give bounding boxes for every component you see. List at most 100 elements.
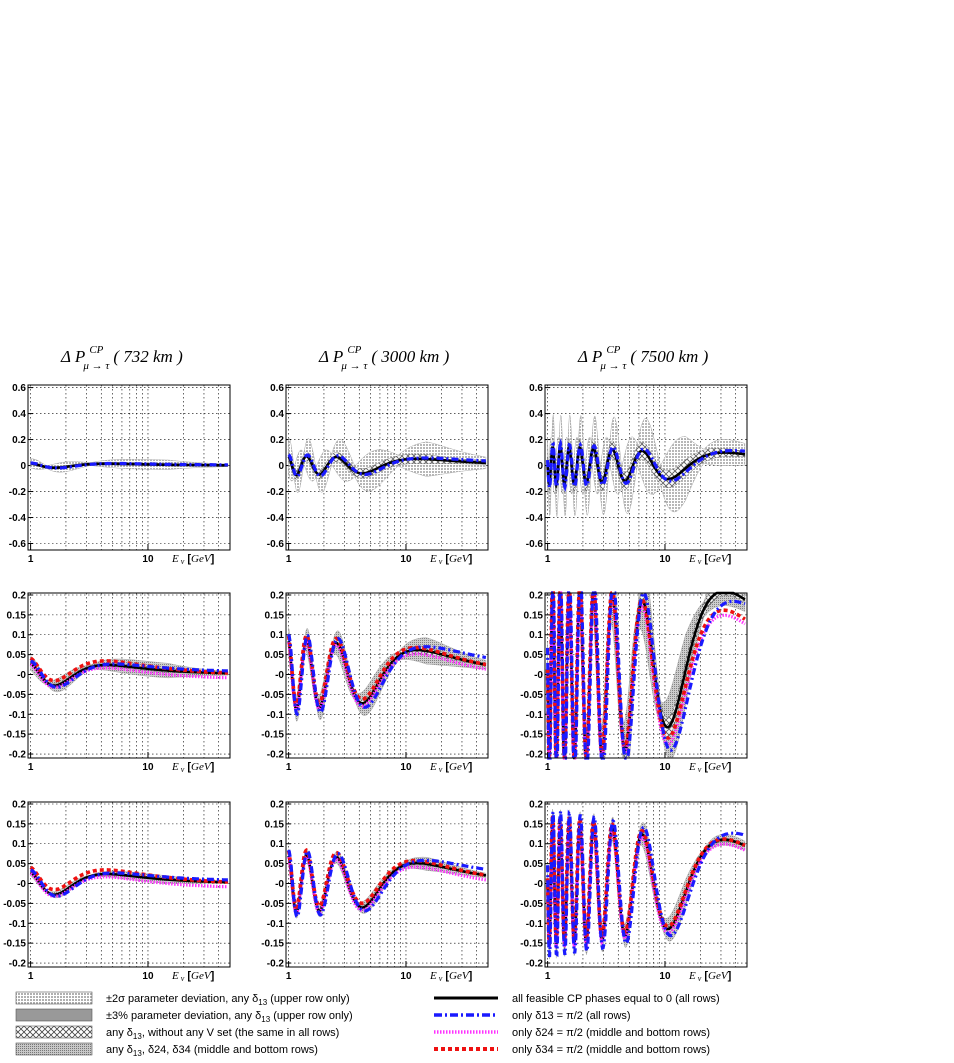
series-line bbox=[286, 847, 487, 909]
y-tick-label: -0.2 bbox=[9, 750, 27, 761]
legend-label: ±2σ parameter deviation, any δ13 (upper … bbox=[106, 993, 350, 1007]
panel-3-2: 0.2 0.15 0.1 0.05 -0 -0.05 -0.1 -0.15 -0.21 10 E ν… bbox=[261, 799, 489, 983]
y-tick-label: -0.6 bbox=[526, 539, 544, 550]
y-tick-label: -0.15 bbox=[520, 730, 543, 741]
panel-2-1: 0.2 0.15 0.1 0.05 -0 -0.05 -0.1 -0.15 -0.21 10 E ν… bbox=[3, 590, 231, 774]
series-line bbox=[287, 638, 487, 711]
y-tick-label: 0.2 bbox=[12, 799, 26, 810]
panel-3-1: 0.2 0.15 0.1 0.05 -0 -0.05 -0.1 -0.15 -0.21 10 E ν… bbox=[3, 799, 231, 983]
legend-label: only δ34 = π/2 (middle and bottom rows) bbox=[512, 1044, 710, 1056]
y-tick-label: -0 bbox=[17, 879, 26, 890]
series-line bbox=[286, 633, 487, 706]
panel-title: Δ P CP μ → τ( 732 km ) bbox=[60, 344, 183, 372]
legend-label: any δ13, without any V set (the same in … bbox=[106, 1027, 339, 1041]
y-tick-label: 0.05 bbox=[524, 650, 544, 661]
y-tick-label: -0.1 bbox=[9, 919, 27, 930]
panel-1-1: 0.6 0.4 0.2 0 -0.2 -0.4 -0.61 10 E ν [GeV] bbox=[9, 383, 231, 566]
x-tick-label: 1 bbox=[286, 554, 292, 565]
y-tick-label: 0.15 bbox=[524, 610, 544, 621]
y-tick-label: 0.2 bbox=[270, 435, 284, 446]
legend-swatch bbox=[15, 991, 93, 1005]
plot-area bbox=[28, 802, 230, 967]
y-tick-label: 0.05 bbox=[265, 859, 285, 870]
y-tick-label: -0.1 bbox=[267, 919, 285, 930]
plot-frame bbox=[544, 592, 748, 759]
y-tick-label: -0.05 bbox=[520, 690, 543, 701]
x-axis-label: E ν [GeV] bbox=[688, 553, 732, 566]
x-tick-label: 1 bbox=[286, 762, 292, 773]
y-tick-label: 0.05 bbox=[7, 650, 27, 661]
series-line bbox=[287, 453, 486, 478]
series-line bbox=[546, 438, 746, 493]
y-tick-label: -0 bbox=[534, 879, 543, 890]
y-tick-label: -0.4 bbox=[526, 513, 544, 524]
y-tick-label: -0.2 bbox=[267, 959, 285, 970]
y-tick-label: 0.2 bbox=[12, 590, 26, 601]
uncertainty-band bbox=[547, 414, 746, 517]
y-tick-label: -0.15 bbox=[3, 730, 26, 741]
x-tick-label: 10 bbox=[142, 554, 154, 565]
legend-label: all feasible CP phases equal to 0 (all r… bbox=[512, 993, 720, 1005]
y-tick-label: 0 bbox=[537, 461, 543, 472]
y-tick-label: 0.15 bbox=[265, 819, 285, 830]
x-axis-label: E ν [GeV] bbox=[429, 761, 473, 774]
legend-label: any δ13, δ24, δ34 (middle and bottom row… bbox=[106, 1044, 318, 1058]
y-tick-label: 0.1 bbox=[529, 839, 543, 850]
panel-title: Δ P CP μ → τ( 3000 km ) bbox=[318, 344, 450, 372]
series-line bbox=[30, 659, 228, 689]
plot-frame bbox=[27, 592, 231, 759]
legend-label: only δ24 = π/2 (middle and bottom rows) bbox=[512, 1027, 710, 1039]
x-tick-label: 10 bbox=[659, 971, 671, 982]
y-tick-label: -0.1 bbox=[526, 710, 544, 721]
x-tick-label: 10 bbox=[142, 762, 154, 773]
y-tick-label: 0.15 bbox=[7, 610, 27, 621]
y-tick-label: -0.4 bbox=[9, 513, 27, 524]
series-line bbox=[30, 461, 228, 470]
x-tick-label: 1 bbox=[286, 971, 292, 982]
y-tick-label: -0.2 bbox=[9, 959, 27, 970]
y-tick-label: 0.4 bbox=[529, 409, 543, 420]
x-axis-label: E ν [GeV] bbox=[171, 553, 215, 566]
y-tick-label: 0.2 bbox=[529, 435, 543, 446]
y-tick-label: 0.6 bbox=[270, 383, 284, 394]
y-tick-label: -0.15 bbox=[3, 939, 26, 950]
y-tick-label: 0.2 bbox=[270, 590, 284, 601]
x-tick-label: 10 bbox=[400, 554, 412, 565]
plot-frame bbox=[285, 384, 489, 551]
panel-3-3: 0.2 0.15 0.1 0.05 -0 -0.05 -0.1 -0.15 -0.21 10 E ν… bbox=[520, 799, 748, 983]
y-tick-label: -0.15 bbox=[261, 939, 284, 950]
y-tick-label: -0.2 bbox=[526, 959, 544, 970]
y-tick-label: 0.1 bbox=[12, 630, 26, 641]
y-tick-label: -0 bbox=[17, 670, 26, 681]
x-tick-label: 1 bbox=[28, 762, 34, 773]
panel-2-2: 0.2 0.15 0.1 0.05 -0 -0.05 -0.1 -0.15 -0.21 10 E ν… bbox=[261, 590, 489, 774]
x-tick-label: 10 bbox=[400, 762, 412, 773]
y-tick-label: -0.2 bbox=[267, 487, 285, 498]
plot-frame bbox=[27, 801, 231, 968]
inner-band bbox=[547, 438, 746, 494]
y-tick-label: 0.15 bbox=[524, 819, 544, 830]
y-tick-label: -0 bbox=[275, 670, 284, 681]
y-tick-label: -0.1 bbox=[526, 919, 544, 930]
y-tick-label: -0.2 bbox=[9, 487, 27, 498]
x-axis-label: E ν [GeV] bbox=[171, 761, 215, 774]
y-tick-label: 0.1 bbox=[270, 630, 284, 641]
y-tick-label: -0.2 bbox=[267, 750, 285, 761]
x-tick-label: 10 bbox=[400, 971, 412, 982]
y-tick-label: -0.1 bbox=[267, 710, 285, 721]
panel-grid: Δ P CP μ → τ( 732 km ) Δ P CP μ → τ( 3000 km … bbox=[3, 344, 748, 983]
series-line bbox=[287, 454, 486, 477]
legend-swatch bbox=[15, 1008, 93, 1022]
plot-frame bbox=[544, 801, 748, 968]
y-tick-label: -0.15 bbox=[261, 730, 284, 741]
x-axis-label: E ν [GeV] bbox=[688, 761, 732, 774]
x-axis-label: E ν [GeV] bbox=[171, 970, 215, 983]
series-line bbox=[30, 868, 228, 898]
y-tick-label: -0 bbox=[534, 670, 543, 681]
legend-swatch bbox=[15, 1025, 93, 1039]
x-tick-label: 10 bbox=[142, 971, 154, 982]
y-tick-label: -0.05 bbox=[261, 690, 284, 701]
series-line bbox=[29, 662, 229, 688]
y-tick-label: 0.05 bbox=[524, 859, 544, 870]
plot-frame bbox=[27, 384, 231, 551]
